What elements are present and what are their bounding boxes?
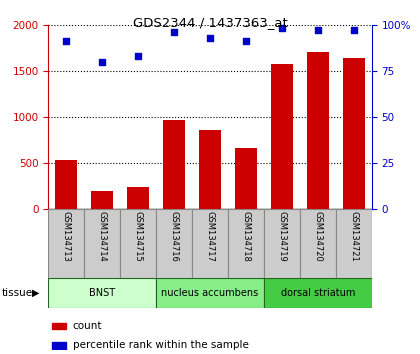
- Text: percentile rank within the sample: percentile rank within the sample: [73, 340, 249, 350]
- Text: tissue: tissue: [2, 288, 33, 298]
- Bar: [264, 209, 300, 278]
- Point: [243, 39, 249, 44]
- Bar: [264, 278, 372, 308]
- Bar: [199, 130, 221, 209]
- Bar: [52, 342, 66, 348]
- Bar: [156, 209, 192, 278]
- Point: [350, 28, 357, 33]
- Bar: [307, 52, 328, 209]
- Text: GSM134714: GSM134714: [98, 211, 107, 262]
- Text: GSM134716: GSM134716: [170, 211, 178, 262]
- Bar: [84, 209, 120, 278]
- Bar: [163, 120, 185, 209]
- Bar: [156, 278, 264, 308]
- Point: [207, 35, 213, 40]
- Bar: [271, 64, 293, 209]
- Bar: [228, 209, 264, 278]
- Text: BNST: BNST: [89, 288, 115, 298]
- Text: GSM134721: GSM134721: [349, 211, 358, 262]
- Bar: [92, 192, 113, 209]
- Text: dorsal striatum: dorsal striatum: [281, 288, 355, 298]
- Text: GSM134717: GSM134717: [205, 211, 215, 262]
- Text: GSM134715: GSM134715: [134, 211, 143, 262]
- Point: [99, 59, 105, 64]
- Text: ▶: ▶: [32, 288, 39, 298]
- Bar: [52, 323, 66, 329]
- Bar: [300, 209, 336, 278]
- Bar: [235, 148, 257, 209]
- Point: [315, 28, 321, 33]
- Bar: [192, 209, 228, 278]
- Bar: [48, 209, 84, 278]
- Text: GSM134718: GSM134718: [241, 211, 250, 262]
- Bar: [336, 209, 372, 278]
- Point: [171, 29, 177, 35]
- Bar: [55, 160, 77, 209]
- Text: GSM134720: GSM134720: [313, 211, 322, 262]
- Point: [63, 39, 70, 44]
- Point: [135, 53, 142, 59]
- Text: count: count: [73, 320, 102, 331]
- Text: nucleus accumbens: nucleus accumbens: [161, 288, 259, 298]
- Bar: [343, 58, 365, 209]
- Bar: [120, 209, 156, 278]
- Bar: [127, 187, 149, 209]
- Point: [278, 25, 285, 31]
- Bar: [48, 278, 156, 308]
- Text: GDS2344 / 1437363_at: GDS2344 / 1437363_at: [133, 16, 287, 29]
- Text: GSM134719: GSM134719: [277, 211, 286, 262]
- Text: GSM134713: GSM134713: [62, 211, 71, 262]
